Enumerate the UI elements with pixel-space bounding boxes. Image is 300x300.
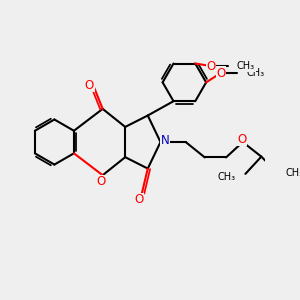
Text: O: O xyxy=(135,193,144,206)
Text: O: O xyxy=(207,60,216,73)
Text: O: O xyxy=(97,175,106,188)
Text: CH₃: CH₃ xyxy=(285,168,300,178)
Text: CH₃: CH₃ xyxy=(247,68,265,78)
Text: O: O xyxy=(238,133,247,146)
Text: N: N xyxy=(161,134,170,147)
Text: CH₃: CH₃ xyxy=(237,61,255,71)
Text: CH₃: CH₃ xyxy=(218,172,236,182)
Text: O: O xyxy=(85,79,94,92)
Text: O: O xyxy=(216,67,225,80)
